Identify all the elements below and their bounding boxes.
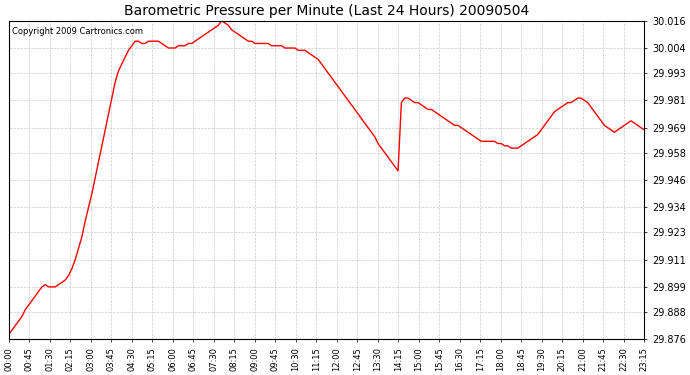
Title: Barometric Pressure per Minute (Last 24 Hours) 20090504: Barometric Pressure per Minute (Last 24 …: [124, 4, 529, 18]
Text: Copyright 2009 Cartronics.com: Copyright 2009 Cartronics.com: [12, 27, 143, 36]
